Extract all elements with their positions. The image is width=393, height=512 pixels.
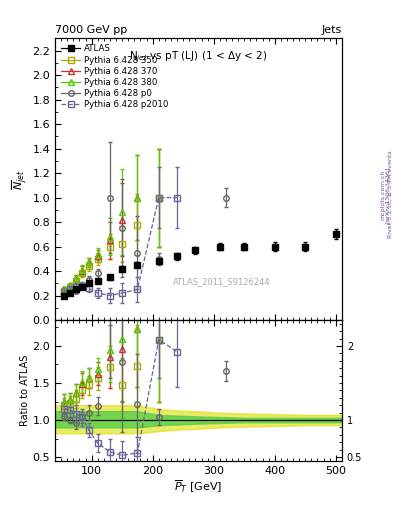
Y-axis label: $\overline{N}_{jet}$: $\overline{N}_{jet}$ (10, 169, 29, 189)
Legend: ATLAS, Pythia 6.428 350, Pythia 6.428 370, Pythia 6.428 380, Pythia 6.428 p0, Py: ATLAS, Pythia 6.428 350, Pythia 6.428 37… (59, 42, 171, 111)
Text: 7000 GeV pp: 7000 GeV pp (55, 25, 127, 35)
Text: Rivet 3.1.10, ≥ 3.4M events: Rivet 3.1.10, ≥ 3.4M events (388, 151, 393, 239)
Text: [arXiv:1306.3436]: [arXiv:1306.3436] (385, 166, 389, 223)
Text: Jets: Jets (321, 25, 342, 35)
Text: mcplots.cern.ch: mcplots.cern.ch (381, 169, 386, 220)
X-axis label: $\overline{P}_T$ [GeV]: $\overline{P}_T$ [GeV] (174, 478, 222, 495)
Text: ATLAS_2011_S9126244: ATLAS_2011_S9126244 (173, 277, 270, 286)
Y-axis label: Ratio to ATLAS: Ratio to ATLAS (20, 355, 29, 426)
Text: N$_{jet}$ vs pT (LJ) (1 < $\Delta$y < 2): N$_{jet}$ vs pT (LJ) (1 < $\Delta$y < 2) (129, 50, 268, 64)
